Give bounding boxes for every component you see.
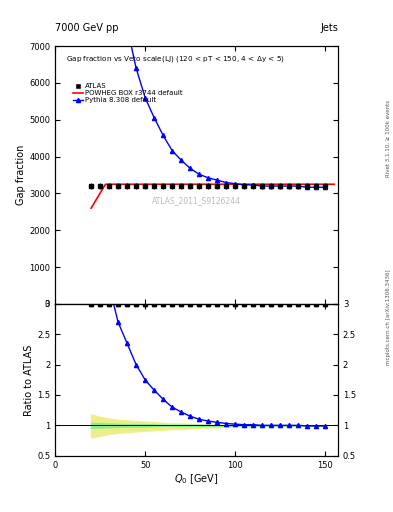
Text: mcplots.cern.ch [arXiv:1306.3436]: mcplots.cern.ch [arXiv:1306.3436] — [386, 270, 391, 365]
X-axis label: $Q_0$ [GeV]: $Q_0$ [GeV] — [174, 472, 219, 486]
Y-axis label: Gap fraction: Gap fraction — [16, 145, 26, 205]
Text: 7000 GeV pp: 7000 GeV pp — [55, 23, 119, 33]
Text: Rivet 3.1.10, ≥ 100k events: Rivet 3.1.10, ≥ 100k events — [386, 100, 391, 177]
Y-axis label: Ratio to ATLAS: Ratio to ATLAS — [24, 344, 34, 416]
Text: Gap fraction vs Veto scale(LJ) (120 < pT < 150, 4 < $\Delta$y < 5): Gap fraction vs Veto scale(LJ) (120 < pT… — [66, 54, 285, 64]
Text: Jets: Jets — [320, 23, 338, 33]
Legend: ATLAS, POWHEG BOX r3744 default, Pythia 8.308 default: ATLAS, POWHEG BOX r3744 default, Pythia … — [70, 80, 185, 106]
Text: ATLAS_2011_S9126244: ATLAS_2011_S9126244 — [152, 196, 241, 205]
